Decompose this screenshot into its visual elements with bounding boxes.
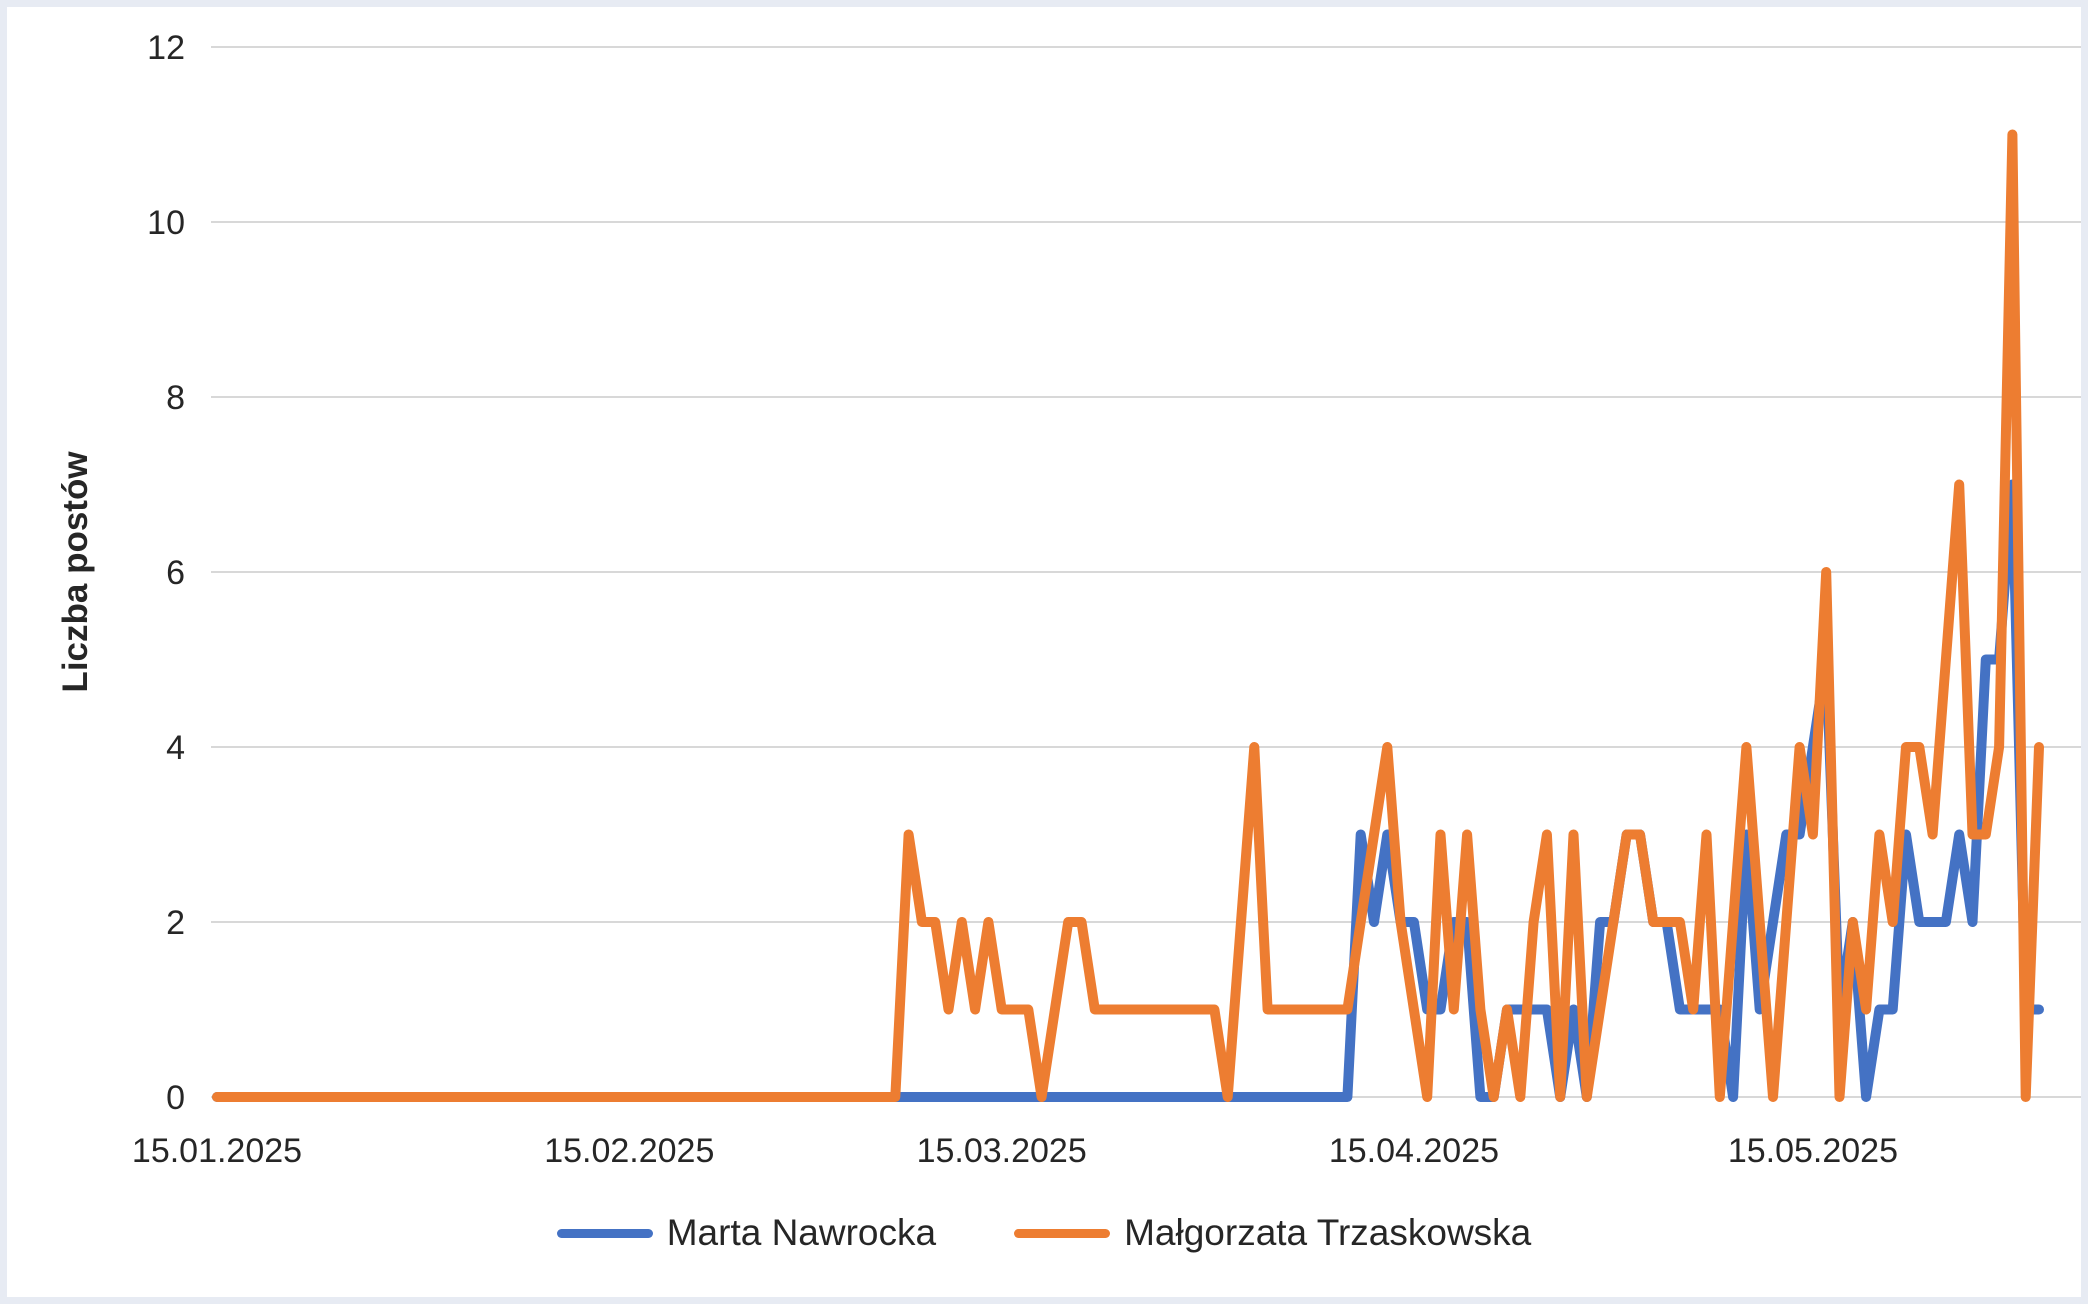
y-tick-label-0: 0: [166, 1079, 185, 1117]
y-tick-label-8: 8: [166, 379, 185, 417]
legend-label-malgorzata-trzaskowska: Małgorzata Trzaskowska: [1124, 1212, 1532, 1253]
line-chart-canvas: 0 2 4 6 8 10 12 15.01.2025 15.02.2025 15.03.2025 1…: [56, 29, 2081, 1170]
x-tick-label-15.03.2025: 15.03.2025: [917, 1132, 1087, 1170]
y-tick-label-12: 12: [147, 29, 185, 67]
y-tick-label-4: 4: [166, 729, 185, 767]
y-axis-title: Liczba postów: [56, 451, 95, 693]
y-tick-label-10: 10: [147, 204, 185, 242]
x-tick-label-15.01.2025: 15.01.2025: [132, 1132, 302, 1170]
legend-item-malgorzata-trzaskowska: Małgorzata Trzaskowska: [1014, 1212, 1531, 1254]
y-tick-label-6: 6: [166, 554, 185, 592]
legend-swatch-malgorzata-trzaskowska: [1014, 1228, 1111, 1238]
series-line-malgorzata-trzaskowska: [212, 129, 2044, 1102]
x-tick-label-15.04.2025: 15.04.2025: [1329, 1132, 1499, 1170]
legend: Marta Nawrocka Małgorzata Trzaskowska: [7, 1212, 2081, 1254]
x-tick-label-15.02.2025: 15.02.2025: [544, 1132, 714, 1170]
legend-label-marta-nawrocka: Marta Nawrocka: [666, 1212, 937, 1253]
y-tick-label-2: 2: [166, 904, 185, 942]
legend-swatch-marta-nawrocka: [556, 1228, 653, 1238]
x-tick-label-15.05.2025: 15.05.2025: [1728, 1132, 1898, 1170]
legend-item-marta-nawrocka: Marta Nawrocka: [556, 1212, 937, 1254]
